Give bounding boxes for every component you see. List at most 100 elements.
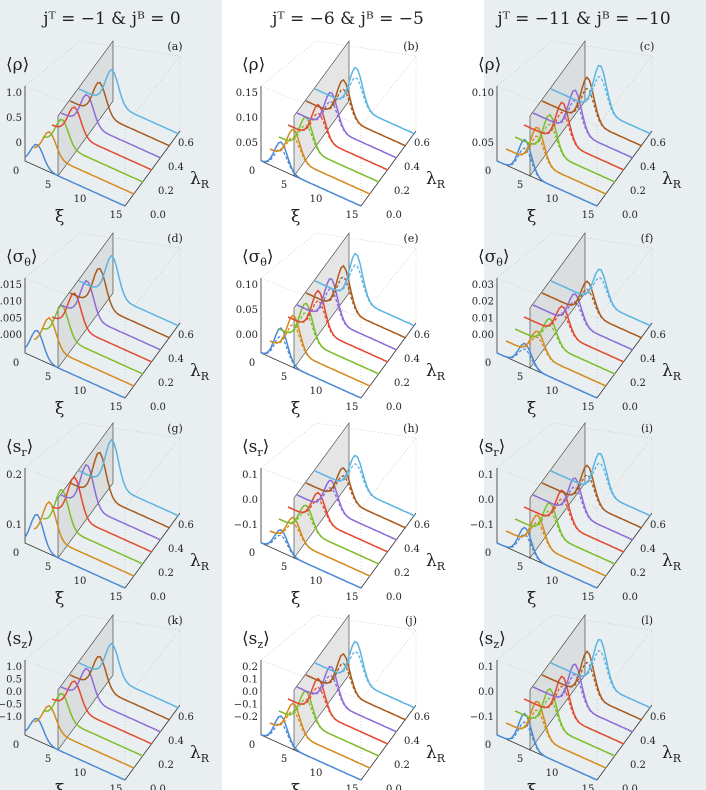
panel: (d) ⟨σθ⟩ 0.015 0.010 0.005 0.000 0 5 10 15 ξ 0.0 0.2… [0, 232, 210, 419]
y-tick-label: 0.000 [0, 330, 22, 341]
x-tick-label: 0 [13, 358, 19, 369]
curve [69, 267, 171, 339]
curve [314, 640, 416, 709]
label-end: ⟩ [499, 629, 506, 649]
z-tick-label: 0.2 [158, 186, 174, 197]
z-tick-label: 0.2 [630, 568, 646, 579]
curve [278, 116, 380, 183]
z-tick-label: 0.6 [414, 520, 430, 531]
x-tick-label: 15 [110, 784, 123, 790]
label-sub: θ [496, 256, 503, 269]
label-main: ⟨σ [242, 247, 261, 267]
curve-dashed [496, 348, 598, 399]
curve [33, 704, 135, 769]
label-main: λ [426, 743, 437, 763]
panel: (j)⟨sz⟩0.20.10.0−0.1−0.2051015ξ0.00.20.4… [234, 614, 446, 790]
y-tick-label: 0.05 [472, 138, 494, 149]
z-tick-label: 0.0 [386, 210, 402, 221]
y-tick-label: 0.2 [6, 470, 22, 481]
axis-label: ⟨ρ⟩ [478, 55, 501, 75]
y-tick-label: 0.15 [236, 88, 258, 99]
x-axis-label: ξ [291, 399, 300, 419]
curve [305, 264, 407, 339]
y-tick-label: 0.015 [0, 280, 22, 291]
curve-dashed [269, 136, 371, 195]
curve-dashed [505, 521, 607, 577]
label-end: ⟩ [27, 437, 34, 457]
x-axis-label: ξ [527, 781, 536, 790]
z-tick-label: 0.2 [394, 186, 410, 197]
z-tick-label: 0.4 [640, 162, 656, 173]
x-tick-label: 5 [517, 754, 523, 765]
x-tick-label: 0 [249, 548, 255, 559]
z-tick-label: 0.0 [150, 784, 166, 790]
z-tick-label: 0.0 [386, 784, 402, 790]
x-tick-label: 10 [74, 768, 87, 779]
label-end: ⟩ [267, 247, 274, 267]
curve [60, 279, 162, 351]
y-tick-label: 0.10 [236, 280, 258, 291]
curve-dashed [550, 462, 652, 517]
curve [33, 500, 135, 577]
label-main: ⟨s [242, 629, 257, 649]
label-main: ⟨ρ⟩ [6, 55, 29, 75]
label-main: λ [426, 551, 437, 571]
curve-dashed [287, 299, 389, 363]
x-tick-label: 10 [310, 194, 323, 205]
panel-label: (l) [641, 614, 653, 627]
curve-dashed [314, 462, 416, 517]
curve [78, 68, 180, 135]
x-axis-label: ξ [55, 781, 64, 790]
panel: (l) ⟨sz⟩ 0.1 0.0 −0.1 0 5 10 15 ξ 0.0 0.2 0.4 0.6 λR [470, 614, 682, 790]
label-sub: r [257, 446, 263, 459]
z-tick-label: 0.6 [178, 138, 194, 149]
z-tick-label: 0.4 [404, 354, 420, 365]
axis-label: λR [662, 743, 682, 765]
label-end: ⟩ [263, 437, 270, 457]
curve [78, 438, 180, 517]
y-tick-label: 1.0 [6, 662, 22, 673]
x-tick-label: 10 [310, 576, 323, 587]
z-tick-label: 0.2 [630, 760, 646, 771]
z-tick-label: 0.4 [404, 162, 420, 173]
z-tick-label: 0.2 [630, 378, 646, 389]
y-tick-label: 0.02 [472, 297, 494, 308]
z-tick-label: 0.6 [178, 520, 194, 531]
axis-label: λR [662, 361, 682, 383]
x-tick-label: 15 [346, 210, 359, 221]
column-header: jᵀ = −11 & jᴮ = −10 [495, 9, 670, 29]
axis-label: λR [190, 361, 210, 383]
x-tick-label: 5 [45, 180, 51, 191]
z-tick-label: 0.0 [622, 592, 638, 603]
x-tick-label: 15 [346, 402, 359, 413]
curve-dashed [514, 697, 616, 757]
x-tick-label: 10 [546, 386, 559, 397]
z-tick-label: 0.6 [178, 712, 194, 723]
x-tick-label: 15 [110, 402, 123, 413]
x-tick-label: 10 [310, 768, 323, 779]
x-axis-label: ξ [291, 781, 300, 790]
label-main: λ [190, 169, 201, 189]
label-sub: R [437, 178, 446, 191]
curve-dashed [287, 686, 389, 745]
y-tick-label: 0.2 [242, 662, 258, 673]
axis-label: λR [190, 169, 210, 191]
curve-dashed [269, 522, 371, 577]
x-axis-label: ξ [527, 399, 536, 419]
x-tick-label: 10 [74, 194, 87, 205]
label-sub: R [673, 178, 682, 191]
panel: (h) ⟨sr⟩ 0.1 0.0 −0.1 0 5 10 15 ξ 0.0 0.2 0.4 0.6 λR [234, 422, 446, 609]
curve [42, 692, 144, 757]
panel-label: (a) [167, 40, 182, 53]
curve-dashed [305, 662, 407, 721]
axis-label: λR [426, 169, 446, 191]
y-tick-label: 1.0 [6, 88, 22, 99]
curve [60, 93, 162, 159]
curve [69, 81, 171, 147]
z-tick-label: 0.2 [158, 568, 174, 579]
curve-dashed [287, 112, 389, 171]
curve-dashed [305, 475, 407, 529]
z-tick-label: 0.4 [640, 354, 656, 365]
curve-dashed [523, 497, 625, 553]
axis-label: ⟨sr⟩ [6, 437, 33, 459]
